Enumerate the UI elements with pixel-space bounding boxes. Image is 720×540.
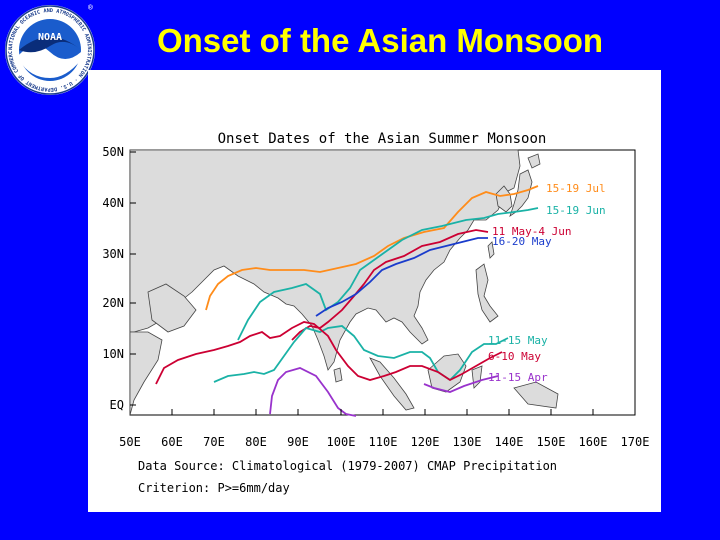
lon-tick: 160E [579,435,608,449]
plot-area: 15-19 Jul 15-19 Jun 11 May-4 Jun 16-20 M… [102,145,649,449]
land-asia [129,149,521,371]
label-15-19-jul: 15-19 Jul [546,182,606,195]
label-11-may-4-jun: 11 May-4 Jun [492,225,571,238]
land-hokkaido [527,153,541,169]
isochrone-labels: 15-19 Jul 15-19 Jun 11 May-4 Jun 16-20 M… [488,182,606,384]
isochrone-6-10-may [155,321,503,385]
lon-tick-marks [171,409,594,415]
lat-tick: 50N [102,145,124,159]
lat-tick: 40N [102,196,124,210]
label-6-10-may: 6-10 May [488,350,541,363]
isochrone-11-15-may [213,325,509,383]
noaa-logo: NOAA NATIONAL OCEANIC AND ATMOSPHERIC AD… [0,0,95,95]
land-sumatra [369,357,415,411]
lon-tick: 60E [161,435,183,449]
label-11-15-apr: 11-15 Apr [488,371,548,384]
lat-tick: 30N [102,247,124,261]
lon-tick: 50E [119,435,141,449]
map-panel: Onset Dates of the Asian Summer Monsoon [88,70,661,512]
lat-tick: 20N [102,296,124,310]
lat-tick: EQ [110,398,124,412]
land-arabia [147,283,197,333]
lon-tick: 100E [327,435,356,449]
lon-tick: 150E [537,435,566,449]
isochrone-15-19-jul [205,185,539,311]
logo-gull-icon [19,45,81,78]
monsoon-onset-map: Onset Dates of the Asian Summer Monsoon [102,131,649,495]
isochrone-15-19-jun [237,207,539,341]
lat-tick-marks [130,151,136,406]
lon-tick: 170E [621,435,650,449]
isochrone-11-may-4-jun [291,229,489,341]
land-philippines [475,263,499,323]
slide-title: Onset of the Asian Monsoon [156,22,604,59]
lon-tick: 90E [287,435,309,449]
label-15-19-jun: 15-19 Jun [546,204,606,217]
land-newguinea [513,381,559,409]
land-taiwan [487,241,495,259]
label-11-15-may: 11-15 May [488,334,548,347]
lon-tick: 130E [453,435,482,449]
lon-axis: 50E 60E 70E 80E 90E 100E 110E 120E 130E … [119,435,649,449]
isochrone-16-20-may [315,237,488,317]
land-africa [129,331,163,416]
isochrone-11-15-apr [269,367,499,417]
lon-tick: 110E [369,435,398,449]
registered-mark: ® [88,3,93,12]
isochrone-lines [155,185,539,417]
lon-tick: 120E [411,435,440,449]
land-srilanka [333,367,343,383]
land-masses [129,149,559,416]
data-source-note: Data Source: Climatological (1979-2007) … [138,459,557,473]
lat-axis: 50N 40N 30N 20N 10N EQ [102,145,124,412]
lon-tick: 70E [203,435,225,449]
lon-tick: 140E [495,435,524,449]
lat-tick: 10N [102,347,124,361]
logo-center-text: NOAA [38,32,62,43]
lon-tick: 80E [245,435,267,449]
land-japan-main [509,169,533,217]
criterion-note: Criterion: P>=6mm/day [138,481,290,495]
land-japan [495,185,513,213]
label-16-20-may: 16-20 May [492,235,552,248]
map-title: Onset Dates of the Asian Summer Monsoon [218,131,547,147]
